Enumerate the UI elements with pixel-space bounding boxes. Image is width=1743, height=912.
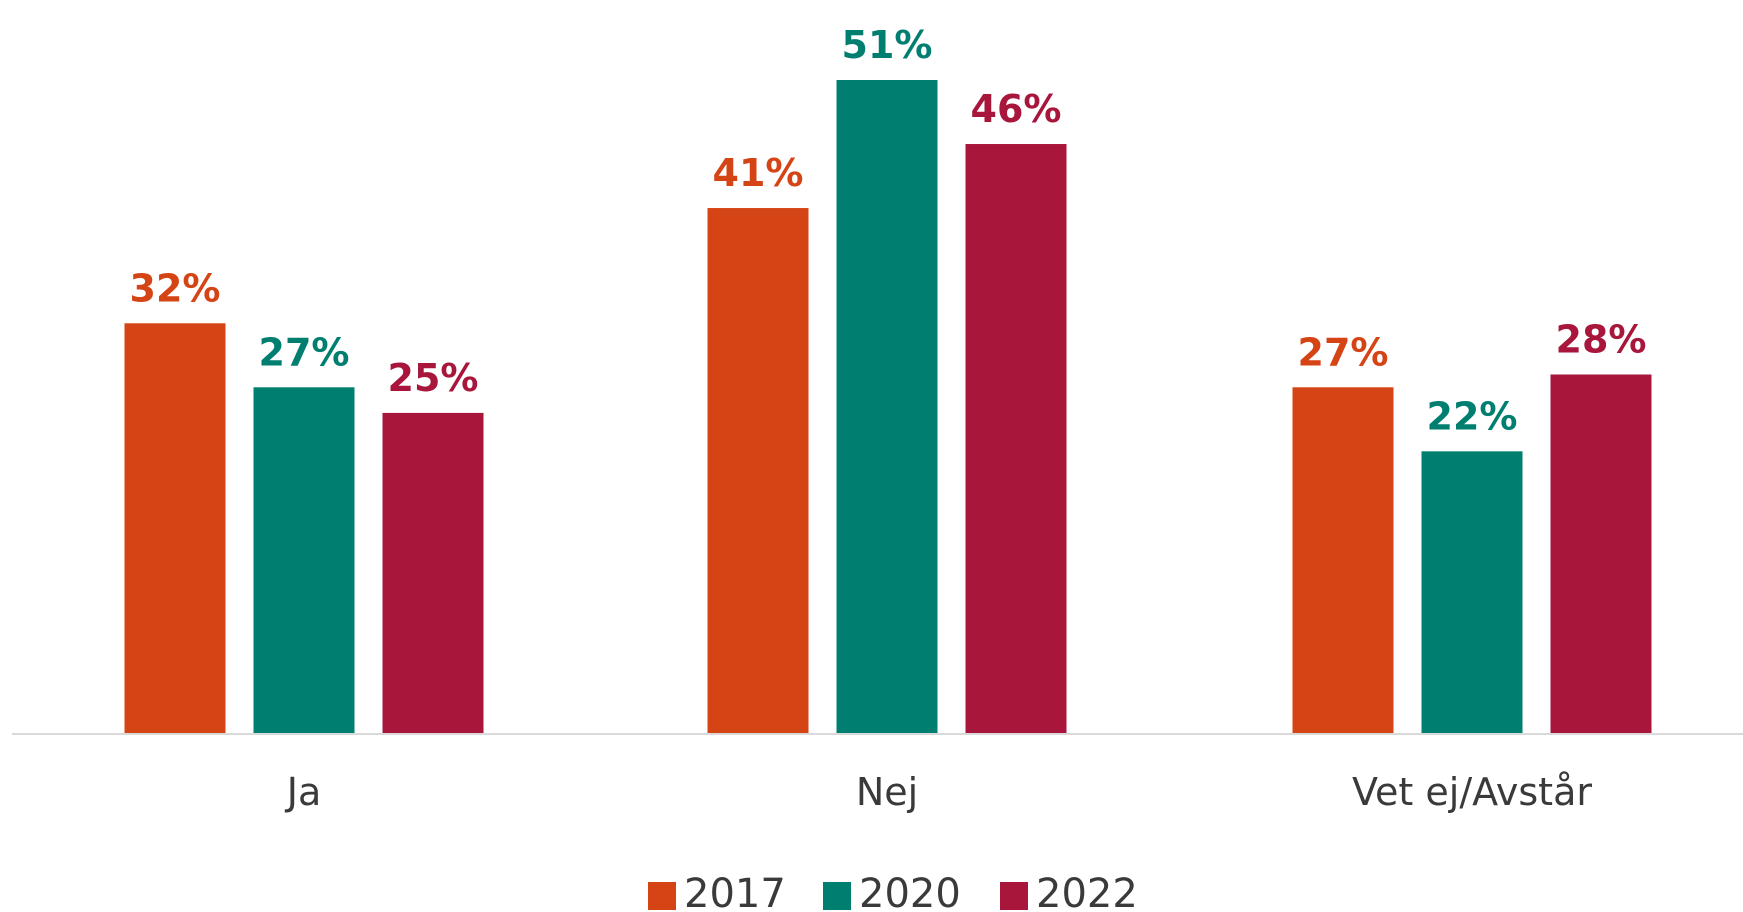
data-label-2022-1: 46% bbox=[971, 87, 1062, 131]
data-label-2017-2: 27% bbox=[1298, 330, 1389, 374]
bar-2022-0 bbox=[382, 412, 484, 733]
legend-label-2022: 2022 bbox=[1036, 871, 1138, 912]
data-label-2020-0: 27% bbox=[259, 330, 350, 374]
category-label-1: Nej bbox=[856, 770, 918, 814]
bars-layer bbox=[124, 80, 1652, 734]
legend-label-2017: 2017 bbox=[684, 871, 786, 912]
bar-2017-0 bbox=[124, 323, 226, 733]
bar-2022-2 bbox=[1550, 374, 1652, 733]
legend: 2017 2020 2022 bbox=[648, 871, 1138, 912]
legend-swatch-2020 bbox=[823, 882, 851, 910]
bar-2020-2 bbox=[1421, 451, 1523, 733]
category-label-2: Vet ej/Avstår bbox=[1352, 770, 1592, 814]
bar-2017-2 bbox=[1292, 387, 1394, 733]
category-label-0: Ja bbox=[285, 770, 322, 814]
bar-2022-1 bbox=[965, 144, 1067, 734]
data-label-2022-0: 25% bbox=[388, 356, 479, 400]
value-labels-layer: 32% 27% 25% 41% 51% 46% 27% 22% 28% bbox=[130, 23, 1647, 438]
legend-swatch-2017 bbox=[648, 882, 676, 910]
bar-2020-0 bbox=[253, 387, 355, 733]
data-label-2020-1: 51% bbox=[842, 23, 933, 67]
bar-2017-1 bbox=[707, 208, 809, 734]
data-label-2022-2: 28% bbox=[1556, 317, 1647, 361]
category-labels-layer: Ja Nej Vet ej/Avstår bbox=[285, 770, 1593, 814]
data-label-2017-1: 41% bbox=[713, 151, 804, 195]
data-label-2017-0: 32% bbox=[130, 266, 221, 310]
legend-swatch-2022 bbox=[1000, 882, 1028, 910]
legend-label-2020: 2020 bbox=[859, 871, 961, 912]
data-label-2020-2: 22% bbox=[1427, 394, 1518, 438]
bar-2020-1 bbox=[836, 80, 938, 733]
